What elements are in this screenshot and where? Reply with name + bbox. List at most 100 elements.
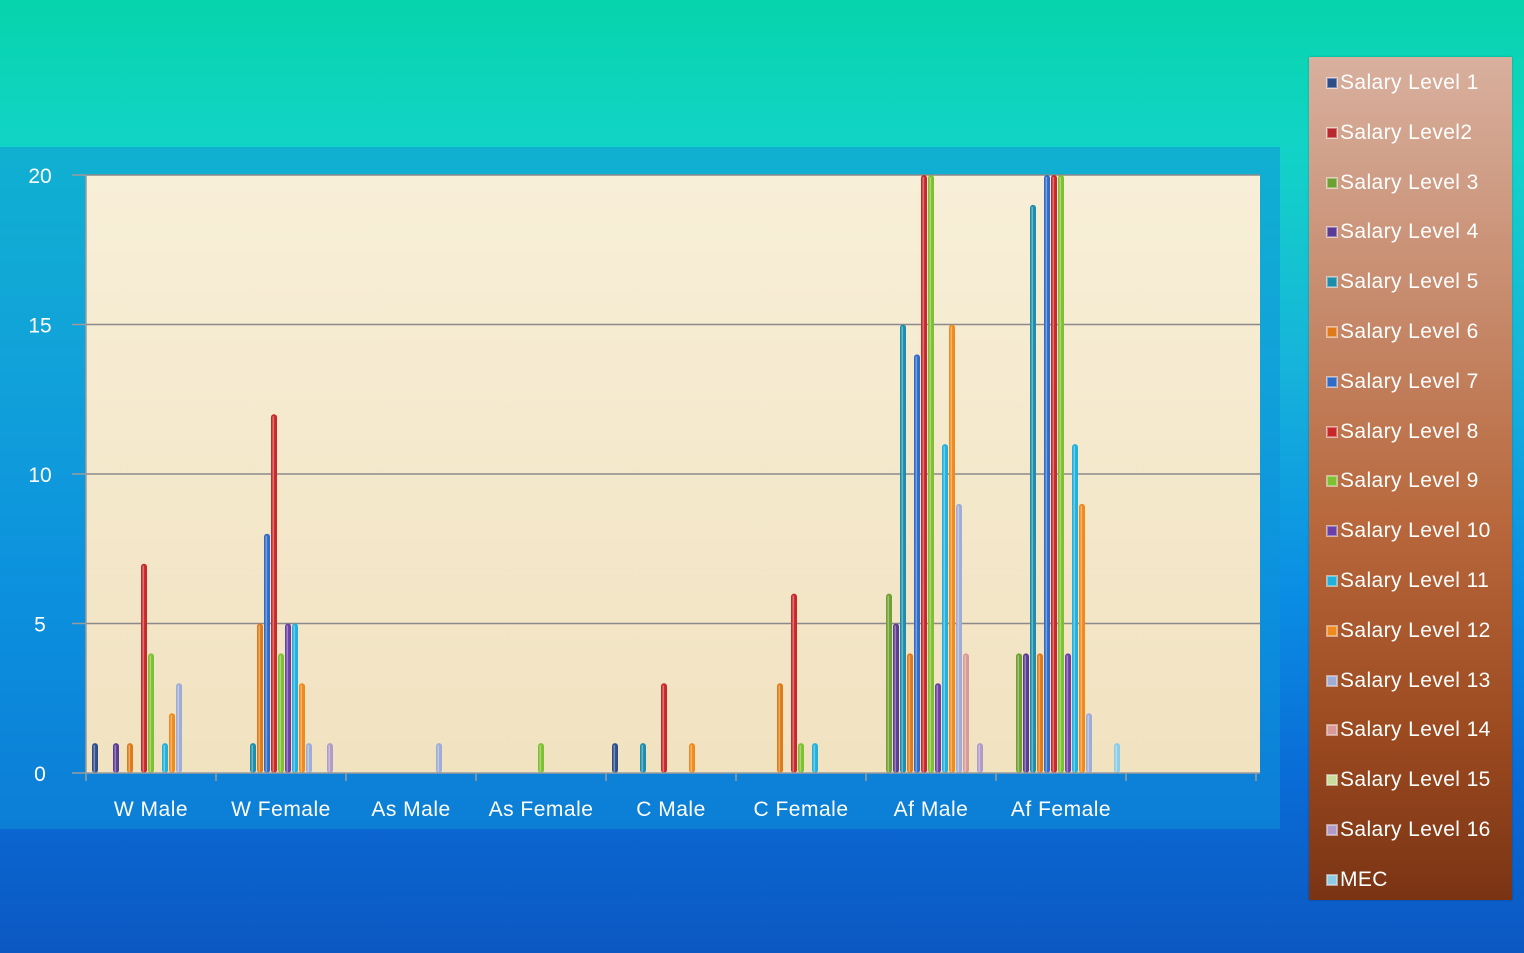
legend-item: Salary Level 4: [1327, 217, 1479, 247]
bar: [538, 743, 544, 773]
bar: [956, 503, 962, 773]
legend-label: Salary Level 5: [1340, 270, 1479, 294]
bar-highlight: [1059, 177, 1062, 772]
bar: [1072, 444, 1078, 773]
bar: [250, 743, 256, 773]
bar-highlight: [265, 535, 268, 772]
bar-highlight: [662, 685, 665, 772]
legend-swatch: [1327, 426, 1337, 437]
x-tick-label: C Female: [753, 798, 848, 821]
legend-label: Salary Level 4: [1340, 220, 1479, 244]
bar-highlight: [929, 177, 932, 772]
legend-label: Salary Level 15: [1340, 768, 1491, 792]
bar: [777, 683, 783, 773]
legend-item: Salary Level 7: [1327, 367, 1479, 397]
legend-swatch: [1327, 576, 1337, 586]
bar: [327, 743, 333, 773]
bar-highlight: [957, 505, 960, 772]
legend-swatch: [1327, 277, 1337, 288]
bar: [1051, 175, 1057, 773]
bar: [169, 713, 175, 773]
bar: [914, 354, 920, 773]
bar: [1058, 175, 1064, 773]
legend-label: Salary Level 11: [1340, 569, 1490, 592]
bar: [141, 563, 147, 773]
bar: [148, 653, 154, 773]
bar-highlight: [142, 565, 145, 772]
y-tick-label: 5: [34, 614, 46, 637]
bar-highlight: [177, 685, 180, 772]
legend-swatch: [1327, 625, 1337, 636]
bar-highlight: [792, 595, 795, 772]
legend-swatch: [1327, 675, 1337, 686]
bar: [1023, 653, 1029, 773]
legend-item: Salary Level 12: [1327, 616, 1491, 646]
x-tick-label: W Male: [114, 798, 188, 821]
legend-swatch: [1327, 376, 1337, 387]
legend-label: MEC: [1340, 867, 1388, 891]
bar-highlight: [978, 745, 981, 772]
legend-item: Salary Level 15: [1327, 765, 1491, 795]
bar-highlight: [1066, 655, 1069, 772]
legend-item: Salary Level 1: [1327, 68, 1479, 98]
legend-label: Salary Level 3: [1340, 170, 1479, 194]
bar-highlight: [1115, 745, 1118, 772]
bar-highlight: [300, 685, 303, 772]
bar-highlight: [258, 625, 261, 772]
legend-item: Salary Level 8: [1327, 417, 1479, 447]
x-tick-label: As Male: [371, 798, 450, 821]
bar: [176, 683, 182, 773]
bar-highlight: [307, 745, 310, 772]
bar-highlight: [251, 745, 254, 772]
y-tick-label: 15: [28, 315, 51, 338]
bar: [791, 593, 797, 773]
legend-swatch: [1327, 476, 1337, 487]
bar: [812, 743, 818, 773]
bar-highlight: [1017, 655, 1020, 772]
bar: [292, 623, 298, 773]
bar: [640, 743, 646, 773]
bar-highlight: [170, 715, 173, 772]
bar: [1086, 713, 1092, 773]
bar-highlight: [1038, 655, 1041, 772]
bar-highlight: [293, 625, 296, 772]
bar: [900, 324, 906, 773]
bar: [1114, 743, 1120, 773]
bar: [1037, 653, 1043, 773]
bar-highlight: [114, 745, 117, 772]
legend-item: Salary Level 9: [1327, 466, 1479, 496]
legend-swatch: [1327, 725, 1337, 736]
bar-highlight: [950, 326, 953, 772]
bar-highlight: [163, 745, 166, 772]
legend-label: Salary Level 12: [1340, 618, 1491, 642]
bar: [949, 324, 955, 773]
legend-item: Salary Level 3: [1327, 168, 1479, 198]
bar: [893, 623, 899, 773]
bar-highlight: [1052, 177, 1055, 772]
bar: [661, 683, 667, 773]
legend-item: MEC: [1327, 865, 1388, 895]
bar: [886, 593, 892, 773]
legend-swatch: [1327, 825, 1337, 835]
bar-highlight: [799, 745, 802, 772]
bar: [1016, 653, 1022, 773]
bar: [1044, 175, 1050, 773]
bar: [963, 653, 969, 773]
bar: [257, 623, 263, 773]
y-tick-label: 20: [28, 165, 51, 188]
bar-highlight: [964, 655, 967, 772]
legend-label: Salary Level 13: [1340, 668, 1491, 692]
legend-label: Salary Level 14: [1340, 718, 1491, 742]
bar-highlight: [539, 745, 542, 772]
legend-label: Salary Level 16: [1340, 818, 1491, 841]
bar-highlight: [894, 625, 897, 772]
legend-swatch: [1327, 78, 1337, 88]
bar-highlight: [778, 685, 781, 772]
y-tick-label: 10: [28, 464, 51, 487]
bar-highlight: [286, 625, 289, 772]
bar-group: [92, 175, 1120, 773]
legend-swatch: [1327, 874, 1337, 885]
bar-highlight: [1024, 655, 1027, 772]
bar-highlight: [149, 655, 152, 772]
